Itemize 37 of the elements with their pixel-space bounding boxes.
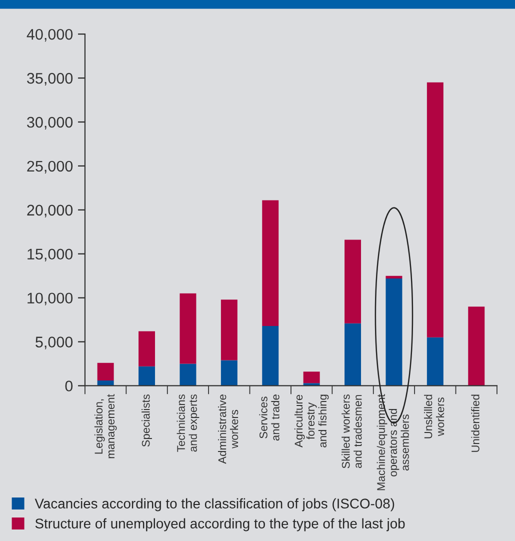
bar <box>220 360 238 386</box>
bar <box>220 300 238 360</box>
bar <box>386 276 402 278</box>
y-tick-label: 5,000 <box>36 336 73 350</box>
y-tick-label: 20,000 <box>27 204 73 218</box>
legend-label: Structure of unemployed according to the type of the last job <box>35 518 405 532</box>
bar <box>468 306 485 386</box>
bar <box>97 362 114 380</box>
bar <box>426 82 444 338</box>
y-tick-label: 40,000 <box>26 28 73 42</box>
bar <box>426 337 444 386</box>
bar <box>262 200 279 326</box>
x-tick-label: Unidentified <box>471 394 480 452</box>
y-tick-label: 30,000 <box>27 116 73 130</box>
bar <box>344 240 362 324</box>
bar <box>138 331 156 366</box>
x-tick-label: Technicians and experts <box>176 394 200 452</box>
x-tick-label: Skilled workers and tradesmen <box>342 394 362 468</box>
bar <box>386 278 402 386</box>
bar <box>303 372 320 384</box>
x-tick-label: Specialists <box>142 394 152 447</box>
bar <box>180 364 196 386</box>
legend-label: Vacancies according to the classification of jobs (ISCO-08) <box>34 498 394 512</box>
y-tick-label: 15,000 <box>28 248 73 262</box>
bar <box>138 366 156 386</box>
x-tick-label: Administrative workers <box>218 394 238 464</box>
bar <box>262 326 279 386</box>
y-tick-label: 10,000 <box>28 292 73 306</box>
x-tick-label: Unskilled workers <box>424 394 444 438</box>
x-tick-label: Legislation, management <box>94 394 117 458</box>
bar <box>344 323 362 386</box>
y-tick-label: 25,000 <box>27 160 73 174</box>
x-tick-label: Services and trade <box>259 394 280 441</box>
y-tick-label: 35,000 <box>27 72 73 86</box>
x-tick-label: Agriculture forestry and fishing <box>294 394 329 448</box>
bar <box>180 293 196 364</box>
y-tick-label: 0 <box>65 380 73 392</box>
